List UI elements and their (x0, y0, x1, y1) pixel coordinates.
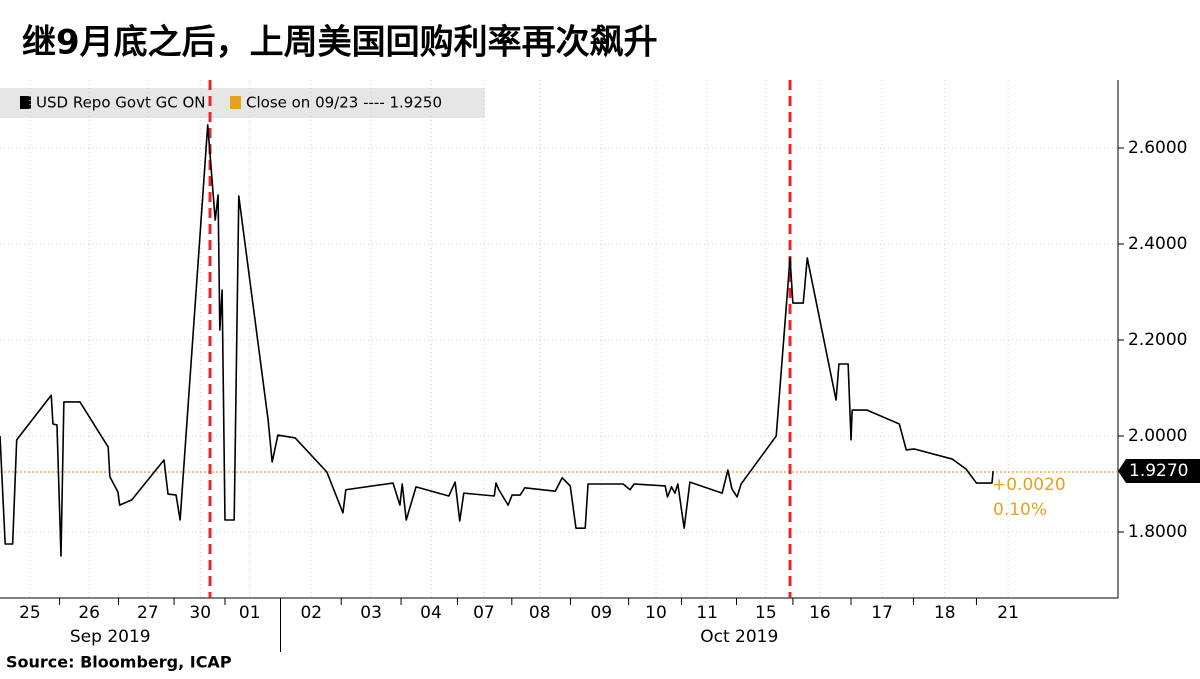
y-tick-label: 2.6000 (1128, 138, 1187, 158)
x-tick-label: 08 (529, 603, 551, 623)
legend-label: USD Repo Govt GC ON (36, 94, 205, 112)
legend-swatch (20, 96, 31, 109)
x-tick-label: 15 (755, 603, 777, 623)
source: Source: Bloomberg, ICAP (6, 653, 232, 672)
x-tick-label: 30 (189, 603, 211, 623)
x-tick-label: 16 (809, 603, 831, 623)
legend-label: Close on 09/23 ---- 1.9250 (246, 94, 442, 112)
x-tick-label: 01 (239, 603, 261, 623)
series-line (0, 124, 994, 557)
y-tick-label: 1.8000 (1128, 522, 1187, 542)
x-tick-label: 17 (871, 603, 893, 623)
last-price-label: 1.9270 (1129, 461, 1188, 481)
last-price-tag (1118, 459, 1200, 484)
y-tick-label: 2.0000 (1128, 426, 1187, 446)
x-tick-label: 10 (645, 603, 667, 623)
x-tick-label: 25 (19, 603, 41, 623)
x-tick-label: 03 (360, 603, 382, 623)
x-tick-label: 07 (473, 603, 495, 623)
x-tick-label: 26 (78, 603, 100, 623)
y-tick-label: 2.2000 (1128, 330, 1187, 350)
x-tick-label: 11 (696, 603, 718, 623)
legend-swatch (230, 96, 241, 109)
x-tick-label: 09 (590, 603, 612, 623)
x-tick-label: 21 (997, 603, 1019, 623)
x-tick-label: 02 (300, 603, 322, 623)
legend-box (0, 88, 485, 118)
month-label: Sep 2019 (70, 627, 151, 647)
y-tick-label: 2.4000 (1128, 234, 1187, 254)
x-tick-label: 04 (420, 603, 442, 623)
month-label: Oct 2019 (700, 627, 778, 647)
change-pct-label: 0.10% (993, 500, 1047, 520)
x-tick-label: 18 (934, 603, 956, 623)
change-label: +0.0020 (992, 475, 1066, 495)
chart-title: 继9月底之后，上周美国回购利率再次飙升 (22, 23, 658, 63)
x-tick-label: 27 (137, 603, 159, 623)
